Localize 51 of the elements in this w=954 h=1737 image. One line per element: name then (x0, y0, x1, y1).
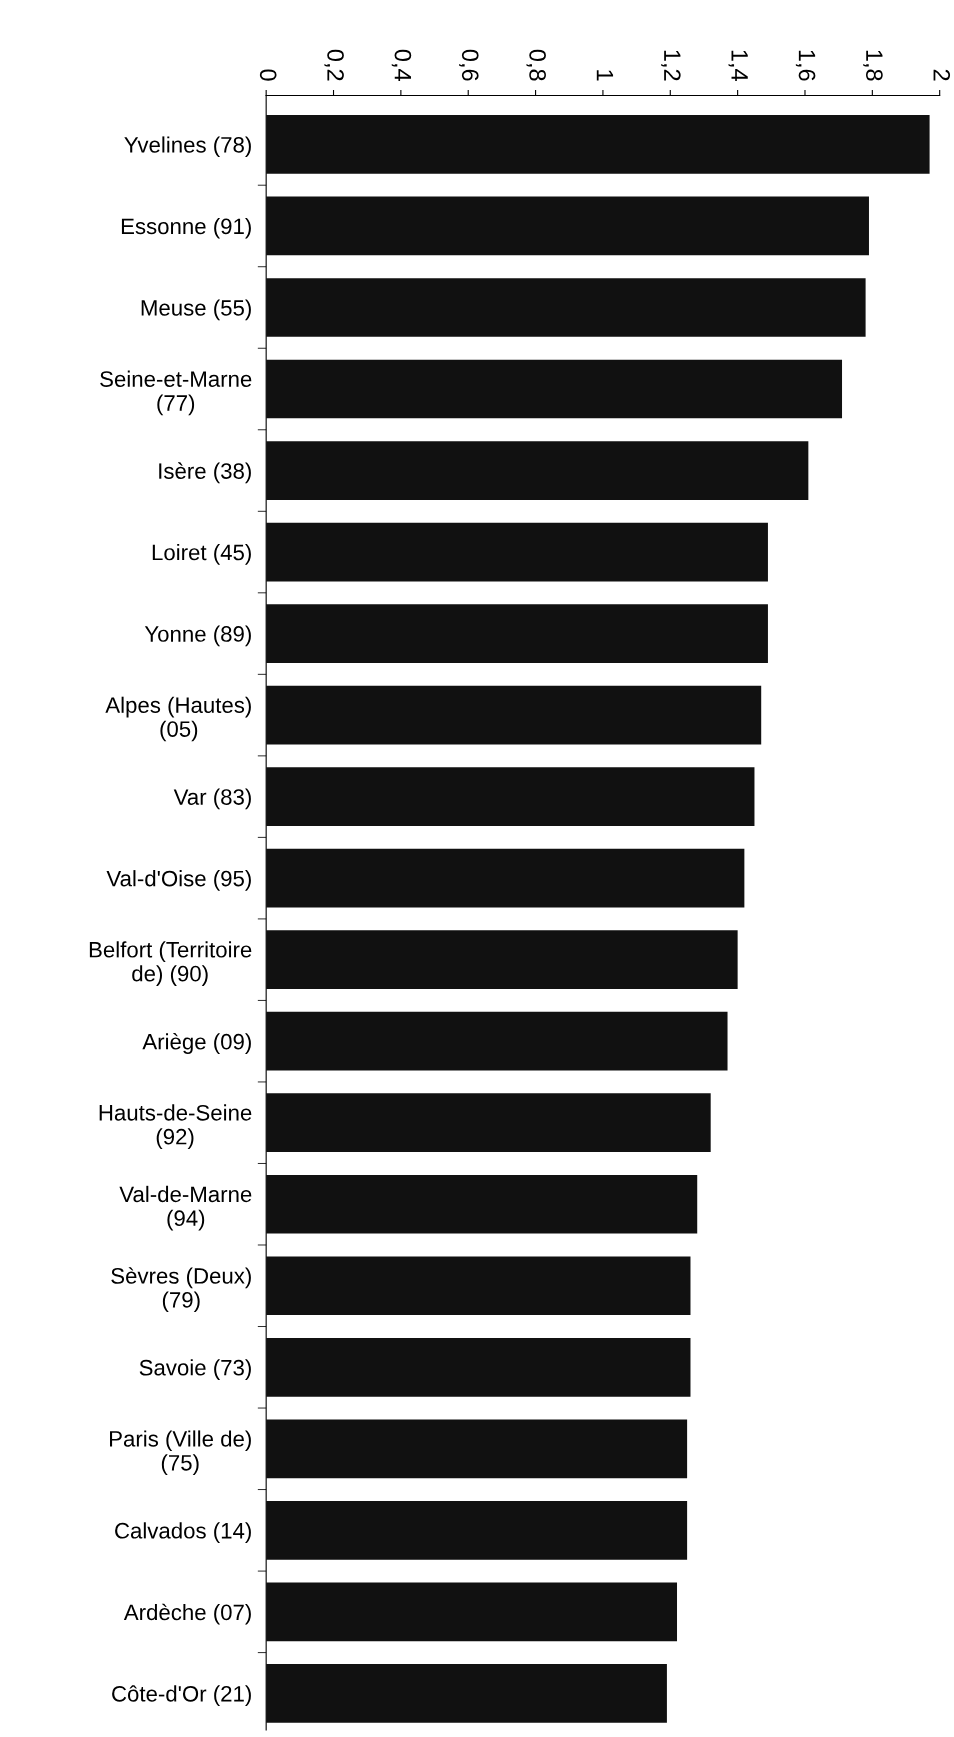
y-tick-label: Ariège (09) (142, 1033, 251, 1054)
bar (266, 278, 866, 337)
y-tick-label: Côte-d'Or (21) (112, 1685, 251, 1707)
x-tick-label: 1,6 (795, 50, 816, 81)
bar (266, 359, 843, 419)
bar (266, 522, 768, 582)
bar (266, 1664, 667, 1723)
y-tick-label: Meuse (55) (141, 299, 251, 321)
bar (266, 848, 745, 908)
y-tick-label: Val-de-Marne (94) (119, 1185, 252, 1231)
y-tick-label: Belfort (Territoire de) (90) (89, 941, 252, 986)
y-tick-label: Savoie (73) (139, 1359, 251, 1380)
y-tick-label: Paris (Ville de) (75) (110, 1430, 251, 1476)
x-tick-label: 0,4 (391, 49, 412, 81)
bar (266, 1582, 678, 1642)
bar (266, 1093, 711, 1153)
y-tick-label: Yonne (89) (144, 625, 251, 647)
bar (266, 1256, 691, 1316)
bar (266, 196, 869, 256)
bar (266, 1500, 688, 1560)
bar (266, 1419, 688, 1479)
x-tick-label: 2 (933, 69, 951, 81)
y-tick-label: Val-d'Oise (95) (106, 870, 251, 891)
y-tick-label: Sèvres (Deux) (79) (111, 1267, 251, 1313)
x-tick-label: 1,8 (863, 50, 883, 81)
bar (266, 1174, 698, 1234)
y-tick-label: Isère (38) (159, 462, 251, 484)
bar (266, 1337, 691, 1397)
bar (266, 930, 738, 990)
y-tick-label: Loiret (45) (152, 544, 251, 565)
bar (266, 604, 768, 663)
y-tick-label: Essonne (91) (121, 217, 251, 239)
y-tick-label: Alpes (Hautes) (05) (105, 696, 251, 742)
y-tick-label: Ardèche (07) (123, 1603, 251, 1625)
y-tick-label: Hauts-de-Seine (92) (99, 1104, 252, 1149)
bar (266, 685, 762, 745)
x-tick-label: 0,2 (324, 49, 344, 81)
y-tick-label: Seine-et-Marne (77) (100, 370, 252, 416)
x-tick-label: 1 (596, 70, 614, 81)
x-tick-label: 0,8 (526, 49, 546, 81)
bar (266, 1011, 728, 1071)
x-tick-label: 0,6 (459, 49, 479, 81)
y-tick-label: Calvados (14) (115, 1522, 251, 1543)
bar (266, 441, 809, 500)
x-tick-label: 1,4 (728, 50, 748, 81)
y-tick-label: Yvelines (78) (124, 136, 251, 158)
x-tick-label: 1,2 (661, 50, 681, 81)
x-tick-label: 0 (259, 69, 277, 81)
y-tick-label: Var (83) (173, 788, 251, 810)
bar (266, 767, 755, 826)
bar (266, 115, 930, 174)
